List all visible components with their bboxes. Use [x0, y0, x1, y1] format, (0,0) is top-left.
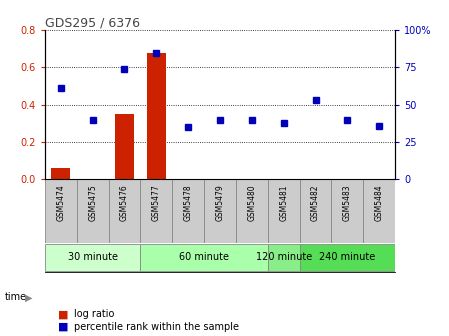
Text: time: time: [4, 292, 26, 302]
Text: 30 minute: 30 minute: [68, 252, 118, 262]
Bar: [141, 244, 268, 271]
Bar: [45, 244, 141, 271]
Bar: [109, 179, 141, 243]
Text: log ratio: log ratio: [74, 309, 114, 319]
Bar: [51, 168, 70, 179]
Bar: [179, 179, 198, 180]
Text: GSM5483: GSM5483: [343, 184, 352, 221]
Text: 60 minute: 60 minute: [179, 252, 229, 262]
Bar: [242, 179, 261, 180]
Text: GSM5474: GSM5474: [56, 184, 65, 221]
Text: GSM5479: GSM5479: [216, 184, 224, 221]
Text: GSM5484: GSM5484: [375, 184, 384, 221]
Bar: [115, 114, 134, 179]
Text: GSM5477: GSM5477: [152, 184, 161, 221]
Bar: [363, 179, 395, 243]
Bar: [331, 179, 363, 243]
Bar: [299, 179, 331, 243]
Text: GDS295 / 6376: GDS295 / 6376: [45, 16, 140, 29]
Bar: [338, 179, 357, 180]
Bar: [370, 179, 389, 180]
Bar: [141, 179, 172, 243]
Bar: [274, 179, 293, 180]
Bar: [299, 244, 395, 271]
Text: GSM5475: GSM5475: [88, 184, 97, 221]
Text: 240 minute: 240 minute: [319, 252, 375, 262]
Text: GSM5480: GSM5480: [247, 184, 256, 221]
Text: 120 minute: 120 minute: [255, 252, 312, 262]
Bar: [268, 179, 299, 243]
Text: GSM5476: GSM5476: [120, 184, 129, 221]
Bar: [306, 179, 325, 180]
Text: percentile rank within the sample: percentile rank within the sample: [74, 322, 239, 332]
Bar: [204, 179, 236, 243]
Bar: [83, 179, 102, 180]
Text: ■: ■: [58, 309, 69, 319]
Bar: [211, 179, 229, 180]
Bar: [147, 52, 166, 179]
Bar: [172, 179, 204, 243]
Text: GSM5482: GSM5482: [311, 184, 320, 221]
Text: GSM5478: GSM5478: [184, 184, 193, 221]
Bar: [77, 179, 109, 243]
Text: ▶: ▶: [25, 292, 32, 302]
Bar: [236, 179, 268, 243]
Bar: [45, 179, 77, 243]
Text: ■: ■: [58, 322, 69, 332]
Text: GSM5481: GSM5481: [279, 184, 288, 221]
Bar: [268, 244, 299, 271]
